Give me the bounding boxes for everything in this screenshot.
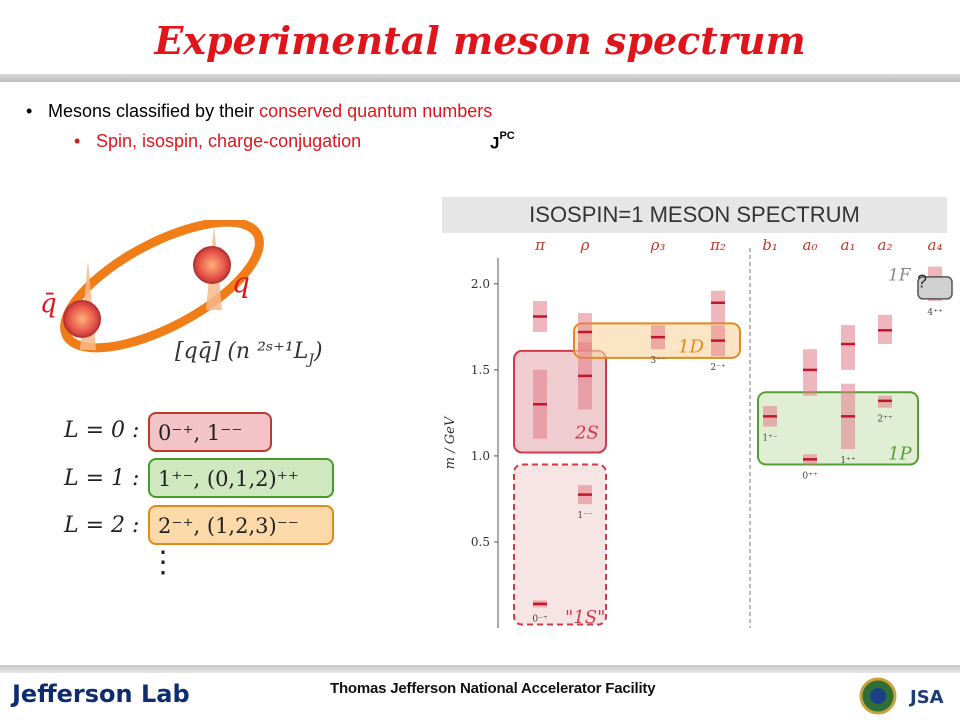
jefferson-lab-logo: Jefferson Lab	[12, 680, 190, 708]
jsa-logo: JSA	[908, 687, 944, 708]
jpc-label: JPC	[490, 130, 515, 154]
jpc-superscript: PC	[499, 130, 515, 142]
q-label: q	[232, 266, 250, 299]
spectroscopic-formula: [qq̄] (n ²ˢ⁺¹LJ)	[175, 339, 323, 368]
column-label: a₁	[841, 236, 856, 254]
jpc-base: J	[490, 133, 500, 153]
column-label: ρ₃	[650, 236, 666, 254]
y-tick-label: 2.0	[471, 277, 490, 291]
jpc-tag: 0⁻⁺	[532, 614, 547, 624]
jpc-tag: 2⁻⁺	[710, 363, 725, 373]
bullet-1-red-text: conserved quantum numbers	[259, 101, 493, 121]
ellipsis-more: ⋮	[148, 545, 178, 580]
jpc-tag: 4⁺⁺	[927, 308, 942, 318]
facility-name: Thomas Jefferson National Accelerator Fa…	[330, 680, 656, 697]
title-divider	[0, 74, 960, 82]
group-label-1: 2S	[574, 423, 599, 444]
column-label: a₀	[803, 236, 818, 254]
bullet-dot: •	[74, 131, 81, 151]
flux-tube-ellipse	[60, 220, 264, 353]
jpc-tag: 1⁺⁻	[762, 434, 777, 444]
state-width-band	[711, 290, 725, 324]
L1-label: L = 1 :	[64, 466, 140, 491]
L0-states: 0⁻⁺, 1⁻⁻	[148, 412, 272, 452]
bullet-dot: •	[26, 101, 33, 121]
column-label: b₁	[762, 236, 778, 254]
L2-label: L = 2 :	[64, 513, 140, 538]
spectrum-banner: ISOSPIN=1 MESON SPECTRUM	[442, 197, 947, 233]
annotation-1F: 1F	[888, 265, 912, 285]
column-label: a₄	[928, 236, 943, 254]
column-label: ρ	[580, 236, 590, 254]
group-label-2: 1D	[678, 337, 704, 358]
jpc-tag: 1⁺⁺	[840, 456, 855, 466]
y-tick-label: 0.5	[471, 535, 490, 549]
y-tick-label: 1.0	[471, 449, 490, 463]
unknown-state-box	[917, 276, 953, 300]
antiquark-ball	[63, 300, 101, 338]
L2-states: 2⁻⁺, (1,2,3)⁻⁻	[148, 505, 334, 545]
bullet-1-text: Mesons classified by their	[48, 101, 260, 121]
y-tick-label: 1.5	[471, 363, 490, 377]
doe-seal-center	[870, 688, 886, 704]
unknown-mark: ?	[917, 271, 927, 291]
jpc-tag: 3⁻⁻	[650, 356, 665, 366]
quark-antiquark-diagram: q̄ q [qq̄] (n ²ˢ⁺¹LJ)	[40, 220, 323, 368]
column-label: π	[534, 236, 546, 254]
bullet-2: • Spin, isospin, charge-conjugation	[74, 131, 361, 152]
meson-spectrum-chart: "1S" 2S 1D 1P m / GeV 0.5 1.0 1.5 2.0 π 0⁻⁺ ρ 1⁻⁻ ρ₃ 3…	[443, 236, 953, 628]
state-width-band	[803, 349, 817, 396]
quark-ball	[193, 246, 231, 284]
L1-states: 1⁺⁻, (0,1,2)⁺⁺	[148, 458, 334, 498]
bullet-2-text: Spin, isospin, charge-conjugation	[96, 131, 362, 151]
footer-divider	[0, 665, 960, 673]
column-label: π₂	[709, 236, 726, 254]
jpc-tag: 2⁺⁺	[877, 415, 892, 425]
jpc-tag: 1⁻⁻	[577, 511, 592, 521]
slide-title: Experimental meson spectrum	[154, 18, 806, 63]
column-label: a₂	[878, 236, 893, 254]
jpc-tag: 0⁺⁺	[802, 472, 817, 482]
formula-sub: J	[305, 352, 315, 368]
angular-momentum-table: L = 0 : 0⁻⁺, 1⁻⁻ L = 1 : 1⁺⁻, (0,1,2)⁺⁺ …	[60, 408, 360, 608]
formula-end: )	[313, 339, 323, 364]
group-box-3	[757, 391, 919, 466]
qbar-label: q̄	[40, 289, 57, 319]
L0-label: L = 0 :	[64, 418, 140, 443]
y-axis-label: m / GeV	[443, 415, 458, 469]
state-width-band	[841, 325, 855, 370]
formula-main: [qq̄] (n ²ˢ⁺¹L	[175, 339, 308, 364]
bullet-1: • Mesons classified by their conserved qu…	[26, 101, 492, 122]
footer-right-logos: JSA	[859, 677, 944, 715]
group-box-0	[513, 463, 607, 626]
group-label-3: 1P	[888, 443, 912, 464]
group-label-0: "1S"	[565, 607, 605, 628]
